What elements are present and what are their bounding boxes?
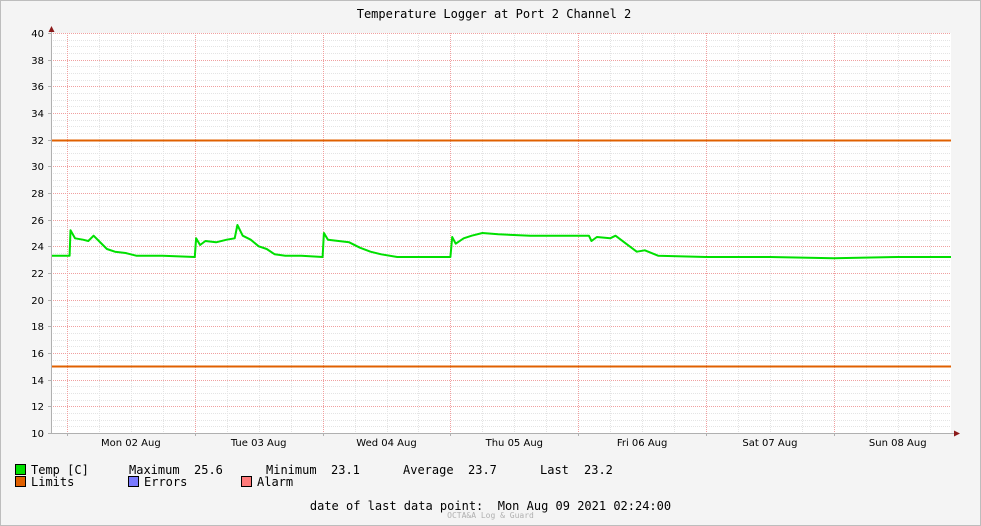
legend-temp-label: Temp [C] — [31, 463, 89, 477]
y-tick-label: 34 — [31, 109, 44, 120]
y-tick-label: 10 — [31, 429, 44, 440]
x-tick-label: Wed 04 Aug — [356, 438, 416, 449]
y-tick-label: 22 — [31, 269, 44, 280]
x-tick-label: Thu 05 Aug — [485, 438, 543, 449]
legend-max-label: Maximum — [129, 463, 180, 477]
y-tick-label: 24 — [31, 242, 44, 253]
temperature-series — [51, 224, 951, 260]
legend-avg-label: Average — [403, 463, 454, 477]
legend-errors-label: Errors — [144, 475, 188, 489]
y-axis-arrow — [48, 26, 55, 32]
legend-min-value: 23.1 — [331, 463, 360, 477]
alarm-swatch — [241, 476, 252, 487]
y-tick-label: 32 — [31, 136, 44, 147]
x-axis-ticks: Mon 02 Aug Tue 03 Aug Wed 04 Aug Thu 05 Aug… — [67, 433, 927, 449]
last-data-value: Mon Aug 09 2021 02:24:00 — [497, 499, 672, 513]
legend-avg-value: 23.7 — [468, 463, 497, 477]
legend-row-status: Limits Errors Alarm — [15, 475, 293, 489]
legend-limits-label: Limits — [31, 475, 75, 489]
minor-grid — [51, 33, 951, 433]
legend-alarm-label: Alarm — [257, 475, 294, 489]
last-data-point: date of last data point: Mon Aug 09 2021… — [0, 499, 981, 513]
legend-min-label: Minimum — [266, 463, 317, 477]
y-tick-label: 28 — [31, 189, 44, 200]
y-tick-label: 26 — [31, 216, 44, 227]
limit-lines — [51, 139, 951, 368]
temperature-line — [51, 224, 951, 260]
watermark: OCTA&A Log & Guard — [447, 511, 534, 520]
legend-last-label: Last — [540, 463, 569, 477]
x-tick-label: Sat 07 Aug — [742, 438, 797, 449]
y-tick-label: 38 — [31, 56, 44, 67]
y-tick-label: 40 — [31, 29, 44, 40]
x-tick-label: Fri 06 Aug — [617, 438, 668, 449]
y-tick-label: 18 — [31, 322, 44, 333]
legend-last-value: 23.2 — [584, 463, 613, 477]
x-tick-label: Sun 08 Aug — [869, 438, 927, 449]
x-tick-label: Tue 03 Aug — [230, 438, 287, 449]
legend-max-value: 25.6 — [194, 463, 223, 477]
x-tick-label: Mon 02 Aug — [101, 438, 161, 449]
y-tick-label: 14 — [31, 376, 44, 387]
major-grid — [51, 33, 951, 433]
last-data-label: date of last data point: — [309, 499, 484, 513]
y-tick-label: 20 — [31, 296, 44, 307]
temp-swatch — [15, 464, 26, 475]
y-tick-label: 30 — [31, 162, 44, 173]
limits-swatch — [15, 476, 26, 487]
y-axis-ticks: 10 12 14 16 18 20 22 24 26 28 30 32 34 36 38 40 — [31, 29, 51, 440]
legend-row-stats: Temp [C] Maximum 25.6 Minimum 23.1 Average 23.… — [15, 463, 624, 477]
y-tick-label: 16 — [31, 349, 44, 360]
axes — [48, 26, 960, 437]
y-tick-label: 12 — [31, 402, 44, 413]
errors-swatch — [128, 476, 139, 487]
chart-title: Temperature Logger at Port 2 Channel 2 — [357, 7, 632, 21]
x-axis-arrow — [954, 430, 960, 437]
y-tick-label: 36 — [31, 82, 44, 93]
